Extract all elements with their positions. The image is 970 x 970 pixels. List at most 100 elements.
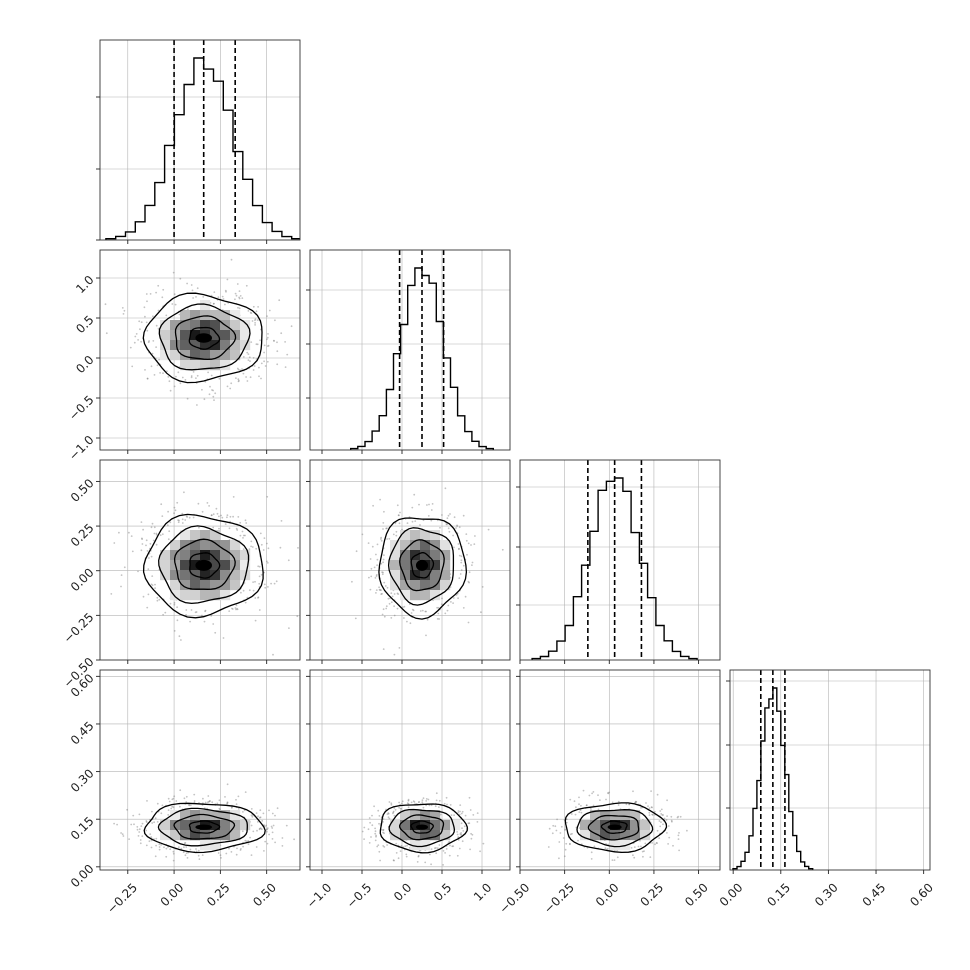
sample-point: [193, 800, 196, 802]
density-cell: [180, 580, 191, 591]
density-cell: [160, 350, 171, 361]
sample-point: [258, 375, 260, 378]
contour-level: [188, 820, 221, 834]
sample-point: [597, 808, 600, 811]
sample-point: [266, 562, 269, 564]
sample-point: [208, 800, 210, 803]
sample-point: [437, 612, 440, 615]
sample-point: [255, 343, 258, 346]
sample-point: [156, 364, 159, 367]
sample-point: [368, 817, 371, 819]
density-cell: [420, 840, 431, 851]
density-cell: [440, 820, 451, 831]
sample-point: [145, 293, 148, 295]
sample-point: [285, 824, 288, 827]
sample-point: [667, 825, 670, 827]
sample-point: [138, 813, 141, 816]
density-peak: [195, 333, 212, 343]
sample-point: [633, 846, 636, 848]
density-cell: [210, 840, 221, 851]
sample-point: [413, 801, 416, 803]
sample-point: [421, 801, 424, 803]
sample-point: [270, 582, 272, 585]
sample-point: [427, 798, 430, 801]
sample-point: [666, 815, 668, 817]
sample-point: [229, 387, 232, 390]
sample-point: [178, 635, 181, 638]
density-cell: [580, 830, 591, 841]
sample-point: [582, 789, 585, 792]
sample-point: [448, 840, 451, 843]
sample-point: [141, 543, 144, 545]
density-cell: [390, 820, 401, 831]
sample-point: [133, 823, 135, 826]
sample-point: [465, 539, 468, 542]
density-cell: [220, 560, 231, 571]
sample-point: [413, 493, 416, 496]
density-cell: [220, 340, 231, 351]
contour-level: [189, 552, 221, 579]
sample-point: [184, 379, 187, 381]
sample-point: [381, 571, 383, 573]
sample-point: [452, 845, 455, 848]
sample-point: [266, 828, 269, 831]
sample-point: [123, 309, 126, 312]
density-cell: [190, 530, 201, 541]
density-cell: [160, 820, 171, 831]
sample-point: [189, 804, 192, 807]
sample-point: [462, 830, 465, 832]
sample-point: [238, 297, 241, 300]
contours: [142, 513, 264, 619]
sample-point: [260, 543, 263, 546]
sample-point: [113, 822, 115, 825]
x-tick-label: 0.25: [637, 880, 666, 909]
sample-point: [135, 333, 138, 335]
sample-point: [256, 829, 258, 832]
sample-point: [151, 822, 154, 824]
contour-level: [410, 820, 434, 834]
sample-point: [427, 515, 430, 517]
sample-point: [453, 516, 456, 519]
sample-point: [265, 828, 268, 831]
sample-point: [263, 351, 265, 354]
x-tick-label: 0.00: [158, 880, 187, 909]
sample-point: [457, 597, 459, 600]
sample-point: [189, 620, 192, 623]
sample-point: [257, 597, 259, 599]
sample-point: [182, 851, 185, 854]
sample-point: [147, 568, 150, 570]
sample-point: [469, 848, 471, 851]
sample-point: [173, 630, 176, 632]
sample-point: [422, 806, 425, 809]
sample-point: [266, 560, 268, 563]
sample-point: [249, 836, 252, 839]
sample-point: [455, 527, 457, 529]
sample-point: [273, 582, 276, 585]
contour-level: [173, 538, 236, 590]
density-cell: [230, 820, 241, 831]
density-cell: [420, 580, 431, 591]
sample-point: [462, 514, 465, 517]
sample-point: [167, 538, 170, 541]
sample-point: [122, 313, 125, 315]
sample-point: [380, 593, 383, 595]
sample-point: [658, 820, 661, 822]
sample-point: [446, 523, 448, 526]
density-cell: [190, 830, 201, 841]
sample-point: [158, 598, 161, 601]
sample-point: [369, 821, 371, 824]
sample-point: [258, 582, 261, 585]
sample-point: [206, 801, 209, 804]
sample-point: [263, 360, 265, 363]
y-tick-label: 0.30: [68, 766, 97, 795]
sample-point: [197, 854, 200, 857]
y-tick-label: 0.00: [68, 565, 97, 594]
sample-point: [167, 510, 170, 513]
density-cell: [420, 530, 431, 541]
sample-point: [473, 543, 476, 545]
density-cell: [210, 810, 221, 821]
panel-3-0: [96, 669, 301, 874]
sample-point: [126, 808, 128, 811]
density-cell: [420, 540, 431, 551]
sample-point: [178, 519, 181, 522]
